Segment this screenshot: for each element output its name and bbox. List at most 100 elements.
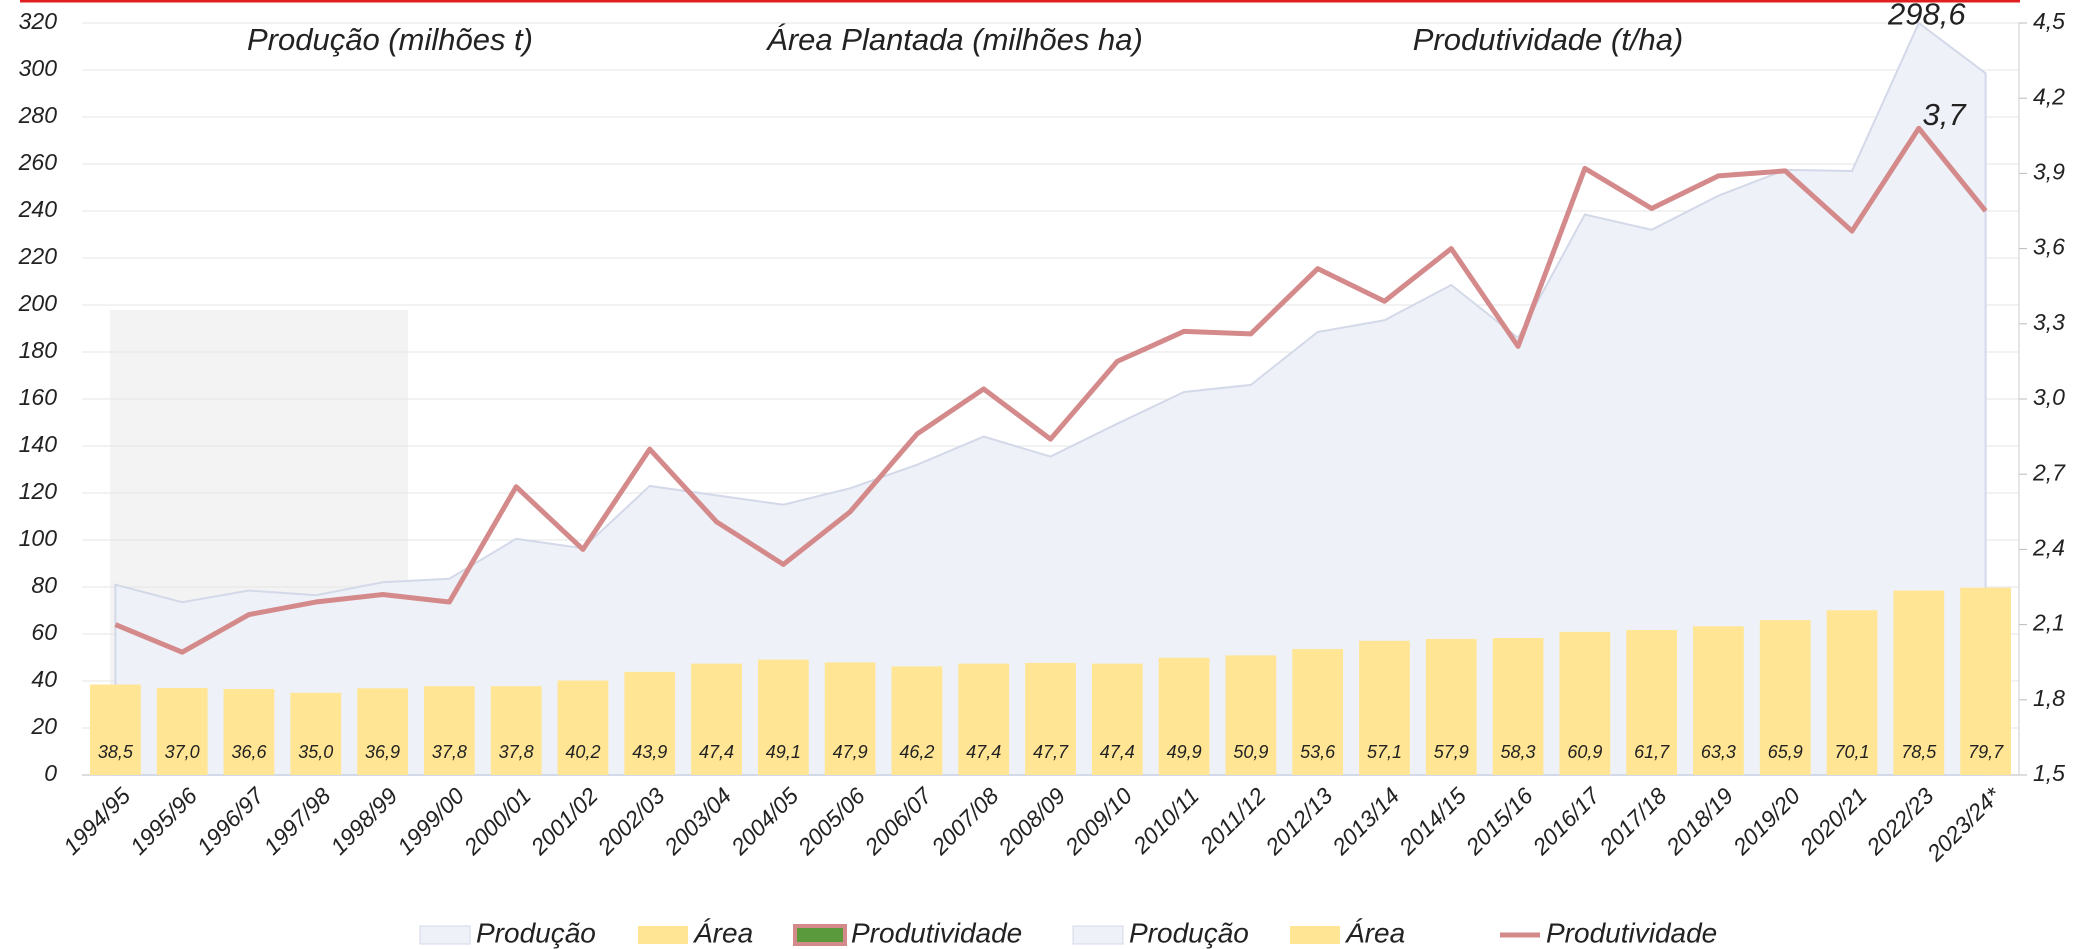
legend-label: Produtividade [851,917,1022,948]
panel-title: Produtividade (t/ha) [1413,22,1684,57]
bar [223,688,275,775]
bar [1225,655,1277,775]
bar [1626,630,1678,775]
bar-label: 37,8 [432,742,467,762]
bar-label: 47,4 [1100,742,1135,762]
bar-label: 49,1 [766,742,801,762]
legend-label: Área [692,917,753,948]
bar-label: 47,4 [966,742,1001,762]
bar [891,666,943,775]
bar [624,671,676,775]
data-label: 298,6 [1887,0,1966,31]
bar-label: 60,9 [1567,742,1602,762]
y-tick-label: 280 [18,102,58,128]
bar [1559,631,1611,775]
bar-label: 50,9 [1233,742,1268,762]
y-tick-label: 60 [31,619,57,645]
y-tick-label: 220 [18,243,58,269]
bar-label: 47,4 [699,742,734,762]
bar [1759,620,1811,775]
bar-label: 35,0 [298,742,333,762]
bar [490,686,542,775]
legend-swatch [1072,925,1124,945]
bar-label: 57,9 [1434,742,1469,762]
y-tick-label: 120 [19,478,58,504]
legend-label: Produção [1129,917,1249,948]
legend-swatch [793,924,847,946]
bar-label: 36,6 [231,742,267,762]
bar-label: 78,5 [1901,742,1937,762]
bar [1425,638,1477,775]
bar [1826,610,1878,775]
bar-label: 49,9 [1167,742,1202,762]
legend-swatch [1290,926,1340,944]
y-tick-label: 0 [44,760,57,786]
bar-label: 65,9 [1768,742,1803,762]
bar-label: 63,3 [1701,742,1736,762]
y-tick-label: 20 [30,713,57,739]
y2-tick-label: 3,9 [2033,158,2065,184]
bar-label: 47,7 [1033,742,1069,762]
bar [824,662,876,775]
bar [423,686,475,775]
bar-label: 57,1 [1367,742,1402,762]
y2-tick-label: 3,6 [2033,234,2065,260]
bar [156,688,208,775]
legend-swatch [419,925,471,945]
legend-label: Produtividade [1546,917,1717,948]
bar [691,663,742,775]
bar-label: 46,2 [899,742,934,762]
y-tick-label: 100 [19,525,58,551]
y-tick-label: 180 [19,337,58,363]
data-label: 3,7 [1922,97,1967,132]
y-tick-label: 40 [31,666,57,692]
bar [757,659,809,775]
y-tick-label: 260 [18,149,58,175]
bar-label: 37,0 [165,742,200,762]
y2-tick-label: 2,1 [2032,610,2065,636]
y-tick-label: 80 [31,572,57,598]
y2-tick-label: 2,4 [2032,534,2065,560]
bar [1492,637,1544,775]
bar-label: 53,6 [1300,742,1336,762]
bar [1960,587,2011,775]
bar-label: 61,7 [1634,742,1670,762]
bar [1091,663,1143,775]
bar-label: 36,9 [365,742,400,762]
y-tick-label: 200 [18,290,58,316]
y-tick-label: 140 [19,431,58,457]
line [114,125,1988,655]
bar [1693,626,1744,775]
y2-tick-label: 2,7 [2032,459,2066,485]
bar [1292,649,1344,775]
bar-label: 58,3 [1501,742,1536,762]
y-tick-label: 320 [19,8,58,34]
bar [290,692,342,775]
bar-label: 70,1 [1834,742,1869,762]
bar [1025,662,1076,775]
bar [1893,590,1945,775]
y2-tick-label: 1,5 [2033,760,2065,786]
y-tick-label: 160 [19,384,58,410]
legend-swatch [638,926,688,944]
bar-label: 37,8 [499,742,534,762]
bar [90,684,141,775]
bar-label: 79,7 [1968,742,2004,762]
bar-label: 47,9 [833,742,868,762]
legend-label: Produção [476,917,596,948]
bar-label: 38,5 [98,742,134,762]
bar [357,688,408,775]
y2-tick-label: 4,2 [2033,83,2065,109]
y2-tick-label: 4,5 [2033,8,2065,34]
legend-label: Área [1344,917,1405,948]
y2-tick-label: 3,3 [2033,309,2065,335]
bar-label: 43,9 [632,742,667,762]
y2-tick-label: 3,0 [2033,384,2065,410]
panel-title: Área Plantada (milhões ha) [765,22,1143,57]
bar [958,663,1010,775]
bar-label: 40,2 [565,742,600,762]
panel-title: Produção (milhões t) [247,22,533,57]
y2-tick-label: 1,8 [2033,685,2065,711]
bar [557,680,609,775]
